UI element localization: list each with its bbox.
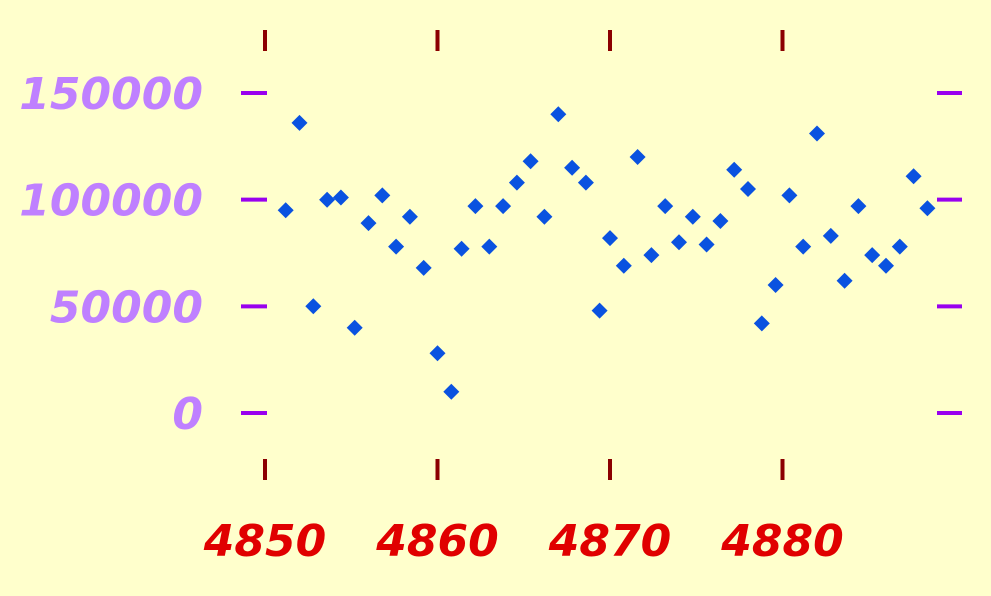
data-point	[836, 272, 853, 289]
y-axis-tick-labels: 0 50000 100000 150000	[19, 69, 203, 440]
data-point	[781, 187, 798, 204]
y-tick-label-0: 0	[172, 389, 203, 440]
data-point	[550, 106, 567, 123]
data-point	[591, 302, 608, 319]
data-point	[453, 240, 470, 257]
y-axis-right-ticks	[937, 91, 962, 415]
data-point	[712, 213, 729, 229]
data-point	[864, 247, 881, 264]
x-axis-bottom-ticks	[263, 459, 785, 480]
data-point	[850, 198, 867, 215]
data-point	[602, 230, 618, 247]
data-point	[467, 198, 484, 215]
data-point	[753, 315, 770, 332]
x-tick-label-4850: 4850	[203, 516, 326, 567]
data-point	[443, 383, 460, 400]
data-point	[522, 153, 539, 170]
data-point	[809, 125, 825, 142]
data-point	[629, 149, 646, 165]
data-point	[919, 200, 936, 217]
data-point	[671, 234, 687, 251]
data-point	[277, 202, 294, 219]
data-point	[657, 198, 674, 215]
data-point	[415, 259, 432, 276]
x-tick-label-4880: 4880	[720, 516, 843, 567]
data-point	[726, 161, 743, 178]
data-point	[878, 257, 894, 274]
data-point	[684, 208, 701, 225]
data-points	[277, 106, 936, 400]
data-point	[795, 238, 812, 255]
data-point	[305, 298, 322, 315]
data-point	[319, 191, 336, 208]
y-tick-label-100000: 100000	[19, 176, 203, 227]
data-point	[508, 174, 525, 191]
data-point	[495, 198, 512, 215]
x-tick-label-4860: 4860	[375, 516, 498, 567]
x-tick-label-4870: 4870	[548, 516, 671, 567]
data-point	[767, 277, 784, 293]
data-point	[401, 208, 418, 225]
y-axis-left-ticks	[241, 91, 267, 415]
data-point	[615, 257, 632, 274]
data-point	[536, 208, 553, 225]
y-tick-label-150000: 150000	[19, 69, 203, 120]
data-point	[891, 238, 908, 255]
y-tick-label-50000: 50000	[50, 282, 203, 333]
x-axis-tick-labels: 4850 4860 4870 4880	[203, 516, 844, 567]
data-point	[577, 174, 594, 191]
data-point	[564, 159, 581, 176]
data-point	[388, 238, 405, 255]
data-point	[740, 181, 756, 197]
data-point	[291, 114, 308, 131]
data-point	[698, 236, 715, 253]
data-point	[346, 319, 363, 336]
data-point	[481, 238, 498, 255]
data-point	[643, 247, 660, 264]
data-point	[429, 345, 446, 362]
data-point	[905, 168, 922, 185]
data-point	[332, 189, 349, 206]
data-point	[822, 227, 839, 244]
data-point	[374, 187, 391, 204]
x-axis-top-ticks	[263, 30, 785, 51]
data-point	[360, 215, 377, 232]
